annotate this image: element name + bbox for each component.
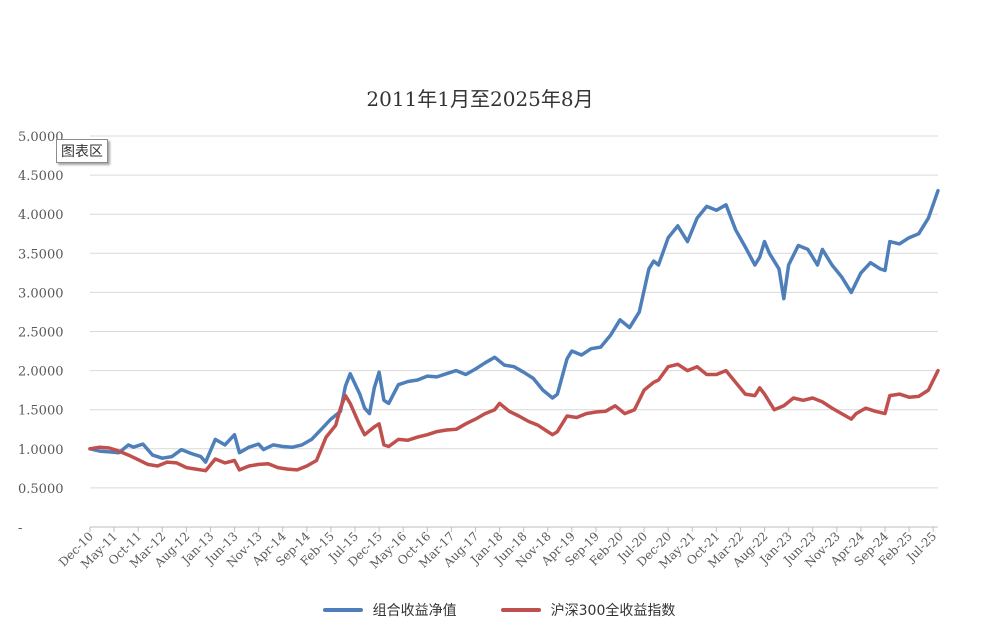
grid-lines — [90, 135, 938, 489]
legend: 组合收益净值 沪深300全收益指数 — [0, 600, 998, 620]
legend-swatch-portfolio — [322, 608, 363, 612]
legend-label-index: 沪深300全收益指数 — [550, 603, 676, 619]
legend-swatch-index — [500, 608, 541, 612]
legend-label-portfolio: 组合收益净值 — [372, 603, 457, 619]
series-line-0 — [88, 188, 940, 464]
y-tick-label: 2.0000 — [18, 365, 64, 380]
series-line-1 — [88, 362, 940, 473]
x-axis: Dec-10May-11Oct-11Mar-12Aug-12Jan-13Jun-… — [56, 526, 939, 571]
y-axis: - 0.5000 1.0000 1.5000 2.0000 2.5000 3.0000 3.5… — [18, 130, 64, 536]
y-tick-label: 1.5000 — [18, 404, 64, 419]
y-tick-label: 3.5000 — [18, 247, 64, 262]
series-lines — [88, 188, 940, 473]
y-tick-label: 4.0000 — [18, 208, 64, 223]
y-tick-label: 2.5000 — [18, 326, 64, 341]
y-tick-label: 5.0000 — [18, 130, 64, 145]
chart-title: 2011年1月至2025年8月 — [366, 87, 593, 111]
y-tick-label: 0.5000 — [18, 482, 64, 497]
y-tick-label: - — [18, 521, 22, 536]
y-tick-label: 3.0000 — [18, 286, 64, 301]
chart-area-tooltip: 图表区 — [56, 139, 108, 163]
legend-item-index[interactable]: 沪深300全收益指数 — [500, 600, 676, 620]
y-tick-label: 4.5000 — [18, 169, 64, 184]
legend-item-portfolio[interactable]: 组合收益净值 — [322, 600, 457, 620]
y-tick-label: 1.0000 — [18, 443, 64, 458]
